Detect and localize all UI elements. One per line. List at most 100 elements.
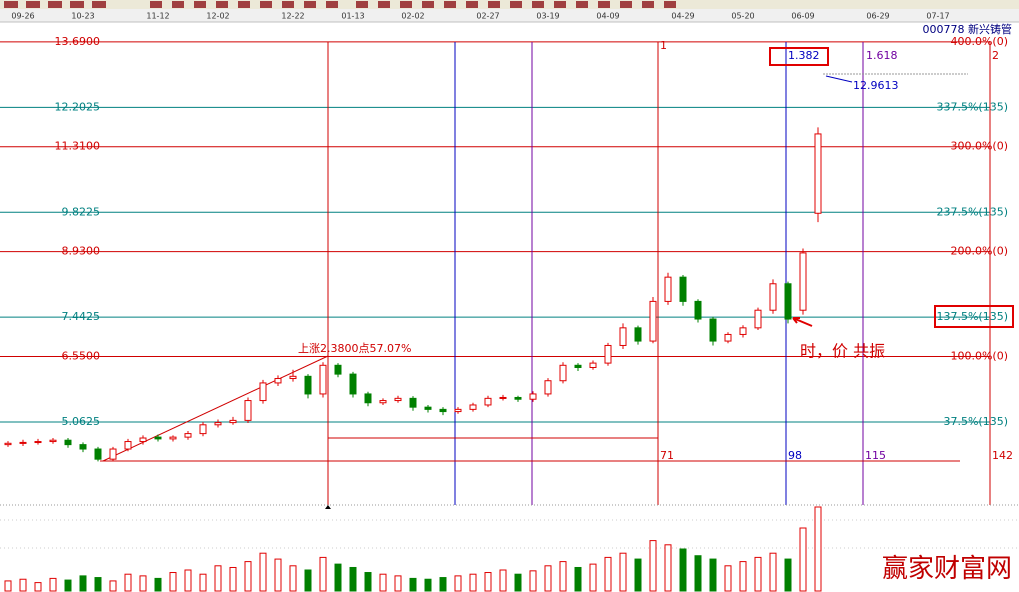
target-pointer [825, 75, 853, 83]
fib-label: 1.382 [788, 49, 820, 62]
tool-icon[interactable] [4, 1, 18, 8]
volume-bar [694, 555, 702, 592]
volume-bar [649, 540, 657, 592]
count-label: 98 [788, 449, 802, 462]
count-label: 2 [992, 49, 999, 62]
tool-icon[interactable] [326, 1, 338, 8]
candle-body [154, 436, 162, 440]
fib-level-label: 137.5%(135) [936, 310, 1008, 323]
x-tick-label: 12-02 [206, 12, 229, 21]
time-marker [325, 505, 331, 509]
tool-icon[interactable] [554, 1, 566, 8]
tool-icon[interactable] [664, 1, 676, 8]
x-tick-label: 03-19 [536, 12, 559, 21]
tool-icon[interactable] [598, 1, 610, 8]
fib-level-label: 100.0%(0) [950, 349, 1008, 362]
date-bar [0, 9, 1019, 22]
candle-body [454, 408, 462, 413]
candle-body [274, 378, 282, 384]
candle-body [4, 442, 12, 446]
candle-body [319, 364, 327, 395]
tool-icon[interactable] [444, 1, 456, 8]
fib-level-label: 337.5%(135) [936, 100, 1008, 113]
candle-body [64, 439, 72, 446]
candle-body [799, 252, 807, 311]
x-tick-label: 09-26 [11, 12, 34, 21]
tool-icon[interactable] [238, 1, 250, 8]
tool-icon[interactable] [194, 1, 206, 8]
tool-icon[interactable] [70, 1, 84, 8]
candle-body [79, 444, 87, 450]
tool-icon[interactable] [576, 1, 588, 8]
time-lines [327, 42, 991, 505]
tool-icon[interactable] [150, 1, 162, 8]
x-tick-label: 07-17 [926, 12, 949, 21]
y-tick-label: 9.8225 [62, 205, 101, 218]
tool-icon[interactable] [356, 1, 368, 8]
candle-body [649, 300, 657, 342]
x-tick-label: 12-22 [281, 12, 304, 21]
volume-bar [559, 561, 567, 592]
tool-icon[interactable] [172, 1, 184, 8]
tool-icon[interactable] [378, 1, 390, 8]
candle-body [199, 424, 207, 435]
volume-bar [334, 563, 342, 592]
volume-bar [109, 580, 117, 592]
volume-bar [439, 577, 447, 592]
volume-bar [679, 548, 687, 592]
tool-icon[interactable] [400, 1, 412, 8]
candle-body [739, 327, 747, 335]
arrow [792, 317, 813, 327]
y-tick-label: 8.9300 [62, 245, 101, 258]
candle-body [289, 375, 297, 380]
target-label: 12.9613 [853, 79, 899, 92]
tool-icon[interactable] [92, 1, 106, 8]
candle-body [769, 283, 777, 311]
watermark: 赢家财富网 [882, 554, 1012, 584]
highlight-box [934, 305, 1014, 328]
volume-bar [709, 558, 717, 592]
candle-body [394, 397, 402, 402]
volume-bar [634, 558, 642, 592]
tool-icon[interactable] [260, 1, 272, 8]
stock-title: 000778 新兴铸管 [923, 22, 1013, 36]
tool-icon[interactable] [642, 1, 654, 8]
x-tick-label: 01-13 [341, 12, 364, 21]
volume-bar [214, 565, 222, 592]
x-tick-label: 05-20 [731, 12, 754, 21]
tool-icon[interactable] [510, 1, 522, 8]
tool-icon[interactable] [282, 1, 294, 8]
tool-icon[interactable] [216, 1, 228, 8]
volume-bar [424, 578, 432, 592]
tool-icon[interactable] [26, 1, 40, 8]
tool-icon[interactable] [422, 1, 434, 8]
volume-bar [274, 558, 282, 592]
candle-body [544, 380, 552, 395]
volume-bar [619, 552, 627, 592]
volume-bar [349, 566, 357, 592]
tool-icon[interactable] [466, 1, 478, 8]
candle-body [19, 441, 27, 444]
candle-body [379, 400, 387, 404]
volume-bar [484, 572, 492, 592]
volume-bar [499, 569, 507, 592]
candle-body [814, 133, 822, 214]
candle-body [244, 400, 252, 421]
candle-body [139, 437, 147, 443]
tool-icon[interactable] [488, 1, 500, 8]
candle-body [529, 393, 537, 400]
tool-icon[interactable] [620, 1, 632, 8]
annotation: 上涨2.3800点57.07% [298, 342, 411, 355]
volume-bar [514, 573, 522, 592]
candle-body [259, 382, 267, 402]
volume-bar [574, 566, 582, 592]
y-tick-label: 11.3100 [55, 140, 101, 153]
tool-icon[interactable] [532, 1, 544, 8]
x-tick-label: 06-09 [791, 12, 814, 21]
volume-bar [139, 575, 147, 592]
tool-icon[interactable] [48, 1, 62, 8]
candle-body [229, 419, 237, 424]
candle-body [364, 393, 372, 404]
candle-body [514, 396, 522, 400]
tool-icon[interactable] [304, 1, 316, 8]
